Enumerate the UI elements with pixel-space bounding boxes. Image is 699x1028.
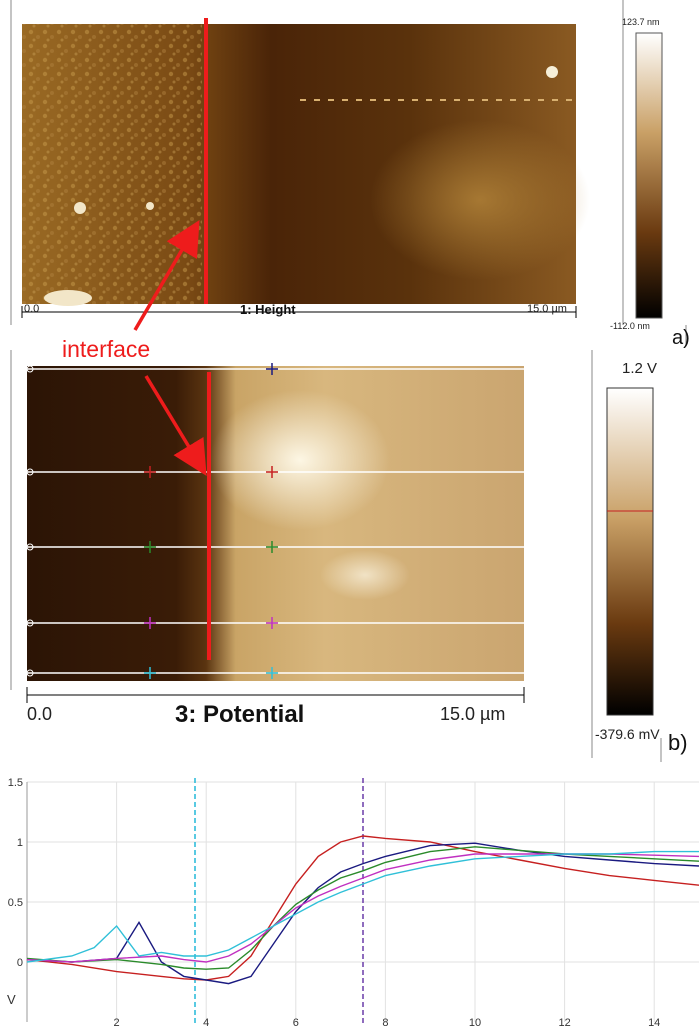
series-line-4 [26, 853, 699, 963]
x-tick-label: 6 [293, 1017, 299, 1028]
height-scale-min: -112.0 nm [610, 321, 650, 331]
y-axis-label: V [7, 992, 16, 1007]
y-tick-label: 1 [17, 837, 23, 849]
series-line-3 [26, 846, 699, 970]
x-tick-label: 2 [114, 1017, 120, 1028]
potential-scale-max: 1.2 V [622, 360, 658, 377]
profile-chart-svg: 2 4 6 8 10 12 14 1.5 1 0.5 0 [8, 777, 699, 1028]
x-tick-label: 12 [558, 1017, 570, 1028]
profile-chart: 2 4 6 8 10 12 14 1.5 1 0.5 0 V [0, 760, 699, 1028]
potential-colorbar [606, 387, 654, 716]
potential-x-end: 15.0 µm [440, 704, 506, 724]
panel-b-label: b) [668, 730, 688, 755]
potential-scale-min: -379.6 mV [595, 726, 660, 742]
height-title: 1: Height [240, 302, 296, 317]
interface-label: interface [62, 336, 151, 362]
potential-x-start: 0.0 [27, 704, 53, 724]
y-tick-label: 0.5 [8, 897, 23, 909]
y-tick-label: 0 [17, 957, 23, 969]
height-scale-max: 123.7 nm [622, 17, 660, 27]
x-tick-label: 4 [203, 1017, 209, 1028]
height-x-end: 15.0 µm [527, 303, 567, 315]
y-tick-label: 1.5 [8, 777, 23, 789]
x-tick-label: 10 [469, 1017, 481, 1028]
series-line-5 [26, 850, 699, 963]
panel-a-label: a) [672, 327, 690, 349]
height-panel: 0.0 1: Height 15.0 µm 123.7 nm -112.0 nm… [0, 0, 699, 349]
potential-title: 3: Potential [175, 701, 305, 728]
x-tick-label: 8 [382, 1017, 388, 1028]
series-line-1 [26, 835, 699, 981]
potential-figure [10, 350, 662, 762]
height-colorbar [635, 32, 663, 319]
x-tick-label: 14 [648, 1017, 660, 1028]
potential-panel: 0.0 3: Potential 15.0 µm 1.2 V -379.6 mV… [0, 350, 699, 770]
height-x-start: 0.0 [24, 303, 40, 315]
height-figure [10, 0, 687, 345]
